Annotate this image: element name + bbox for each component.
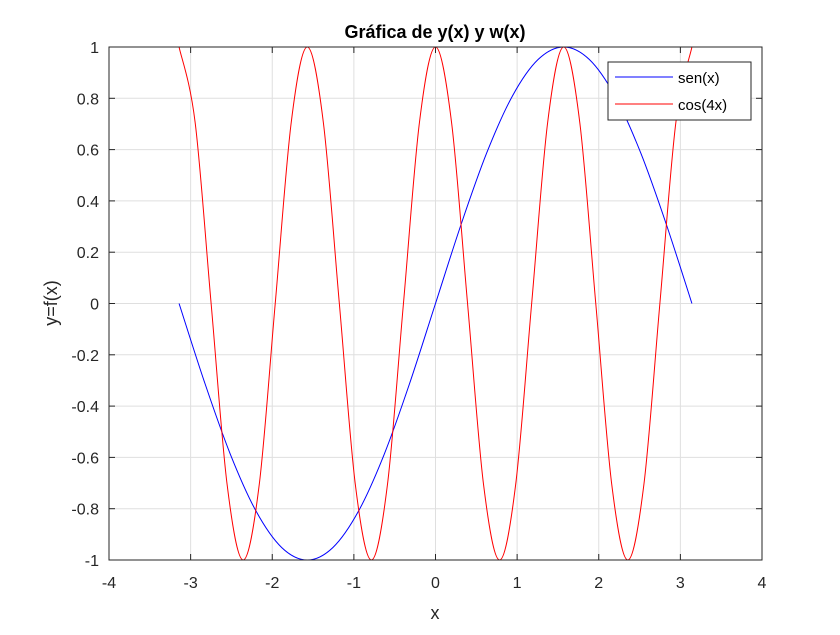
x-tick-label: 3: [676, 575, 685, 592]
y-tick-label: 0: [90, 297, 99, 314]
x-tick-label: -4: [102, 575, 116, 592]
y-tick-label: 0.6: [77, 143, 99, 160]
ticks: [108, 46, 763, 561]
y-tick-label: -0.2: [71, 348, 99, 365]
y-tick-label: -1: [85, 553, 99, 570]
x-tick-label: 4: [758, 575, 767, 592]
x-tick-label: 1: [513, 575, 522, 592]
y-tick-label: -0.6: [71, 450, 99, 467]
x-tick-label: -3: [184, 575, 198, 592]
chart-title: Gráfica de y(x) y w(x): [344, 22, 525, 42]
x-axis-label: x: [431, 603, 440, 623]
legend: sen(x) cos(4x): [607, 61, 752, 121]
y-tick-label: 0.8: [77, 91, 99, 108]
tick-labels: -4 -3 -2 -1 0 1 2 3 4 -1 -0.8 -0.6 -0.4 -0.2 0 0.2 0.4 0.…: [71, 40, 766, 592]
legend-label-sen: sen(x): [678, 70, 720, 87]
y-tick-label: 0.4: [77, 194, 99, 211]
legend-label-cos: cos(4x): [678, 97, 727, 114]
y-tick-label: -0.4: [71, 399, 99, 416]
legend-box: [607, 61, 752, 121]
y-axis-label: y=f(x): [41, 280, 61, 326]
y-tick-label: 0.2: [77, 245, 99, 262]
x-tick-label: -1: [347, 575, 361, 592]
x-tick-label: -2: [265, 575, 279, 592]
y-tick-label: 1: [90, 40, 99, 57]
x-tick-label: 2: [594, 575, 603, 592]
y-tick-label: -0.8: [71, 502, 99, 519]
series-line-cos: [178, 47, 693, 560]
x-tick-label: 0: [431, 575, 440, 592]
